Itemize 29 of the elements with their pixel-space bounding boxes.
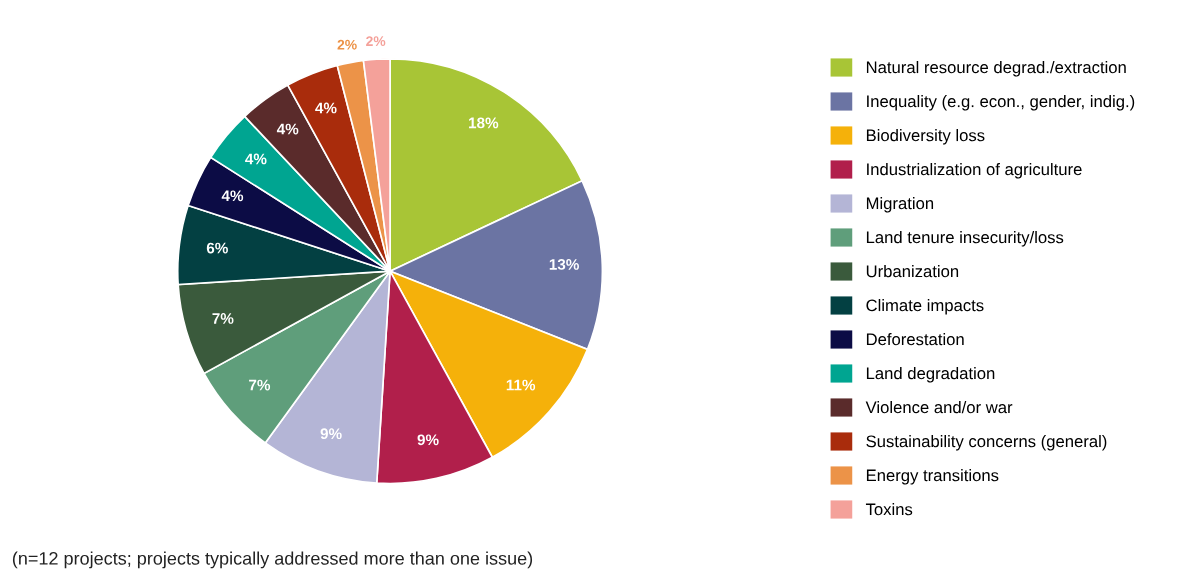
legend-label: Land tenure insecurity/loss: [866, 231, 1064, 247]
data-label: 2%: [337, 39, 357, 50]
legend-label: Industrialization of agriculture: [867, 163, 1082, 179]
data-label: 6%: [206, 242, 228, 254]
legend-label: Violence and/or war: [865, 401, 1013, 414]
data-label: 11%: [506, 379, 536, 391]
data-label: 18%: [469, 117, 499, 129]
data-label: 9%: [320, 428, 342, 440]
legend-label: Biodiversity loss: [866, 129, 985, 145]
legend-label: Natural resource degrad./extraction: [866, 61, 1126, 77]
legend-label: Deforestation: [866, 333, 964, 346]
data-label: 2%: [366, 36, 386, 47]
data-label: 4%: [315, 102, 337, 114]
data-label: 9%: [417, 434, 439, 446]
data-label: 4%: [221, 190, 244, 202]
data-label: 7%: [249, 379, 271, 391]
legend-label: Inequality (e.g. econ., gender, indig.): [867, 95, 1135, 111]
legend-label: Urbanization: [866, 265, 959, 278]
legend-label: Land degradation: [866, 367, 995, 383]
data-label: 7%: [212, 313, 234, 324]
data-label: 13%: [549, 259, 579, 270]
legend-label: Climate impacts: [866, 299, 984, 315]
text: (n=12 projects; projects typically addressed more than one issue): [12, 551, 533, 569]
legend-label: Toxins: [865, 503, 913, 516]
legend-label: Sustainability concerns (general): [866, 435, 1107, 451]
legend-label: Energy transitions: [866, 469, 999, 485]
legend-label: Migration: [866, 197, 934, 213]
data-label: 4%: [276, 123, 299, 135]
data-label: 4%: [245, 153, 267, 165]
